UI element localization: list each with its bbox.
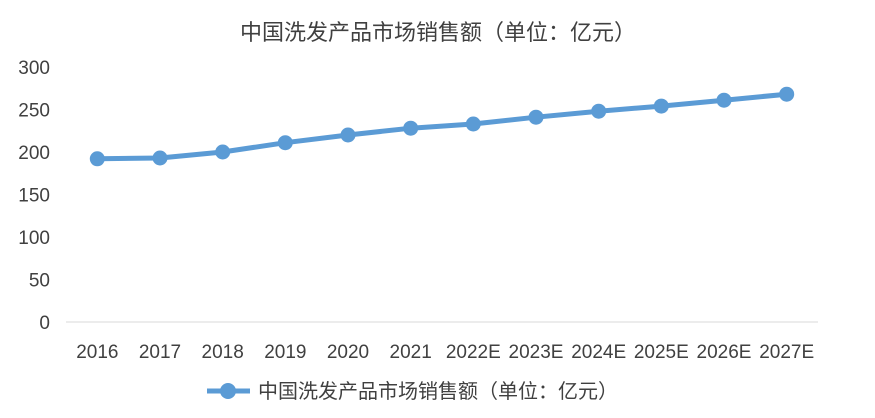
data-point	[215, 144, 231, 160]
y-tick-label: 0	[39, 313, 50, 334]
data-point	[152, 150, 168, 166]
data-point	[591, 103, 607, 119]
x-tick-label: 2027E	[759, 342, 814, 363]
series-line	[94, 91, 790, 162]
data-point	[465, 116, 481, 132]
x-tick-label: 2023E	[509, 342, 564, 363]
data-point	[779, 86, 795, 102]
y-tick-label: 100	[18, 228, 50, 249]
x-tick-label: 2021	[390, 342, 432, 363]
x-tick-label: 2025E	[634, 342, 689, 363]
data-point	[403, 120, 419, 136]
y-tick-label: 50	[29, 271, 50, 292]
data-point	[528, 109, 544, 125]
data-point	[653, 98, 669, 114]
y-tick-label: 200	[18, 143, 50, 164]
x-tick-label: 2022E	[446, 342, 501, 363]
legend: 中国洗发产品市场销售额（单位：亿元）	[207, 379, 618, 403]
data-point	[716, 92, 732, 108]
x-tick-label: 2026E	[697, 342, 752, 363]
x-tick-label: 2016	[76, 342, 118, 363]
series-group	[89, 86, 795, 167]
legend-series-label: 中国洗发产品市场销售额（单位：亿元）	[258, 379, 618, 403]
data-point	[340, 127, 356, 143]
y-axis-tick-labels: 0 50 100 150 200 250 300	[18, 58, 50, 334]
x-tick-label: 2019	[264, 342, 306, 363]
x-tick-label: 2024E	[571, 342, 626, 363]
x-tick-label: 2018	[202, 342, 244, 363]
y-tick-label: 300	[18, 58, 50, 79]
x-axis-tick-labels: 2016 2017 2018 2019 2020 2021 2022E 2023E 2024E 2…	[76, 342, 814, 363]
x-tick-label: 2017	[139, 342, 181, 363]
y-tick-label: 150	[18, 186, 50, 207]
y-tick-label: 250	[18, 101, 50, 122]
x-tick-label: 2020	[327, 342, 369, 363]
chart-title: 中国洗发产品市场销售额（单位：亿元）	[240, 21, 636, 46]
data-point	[89, 151, 105, 167]
data-point	[277, 135, 293, 151]
legend-marker-swatch	[220, 383, 236, 399]
